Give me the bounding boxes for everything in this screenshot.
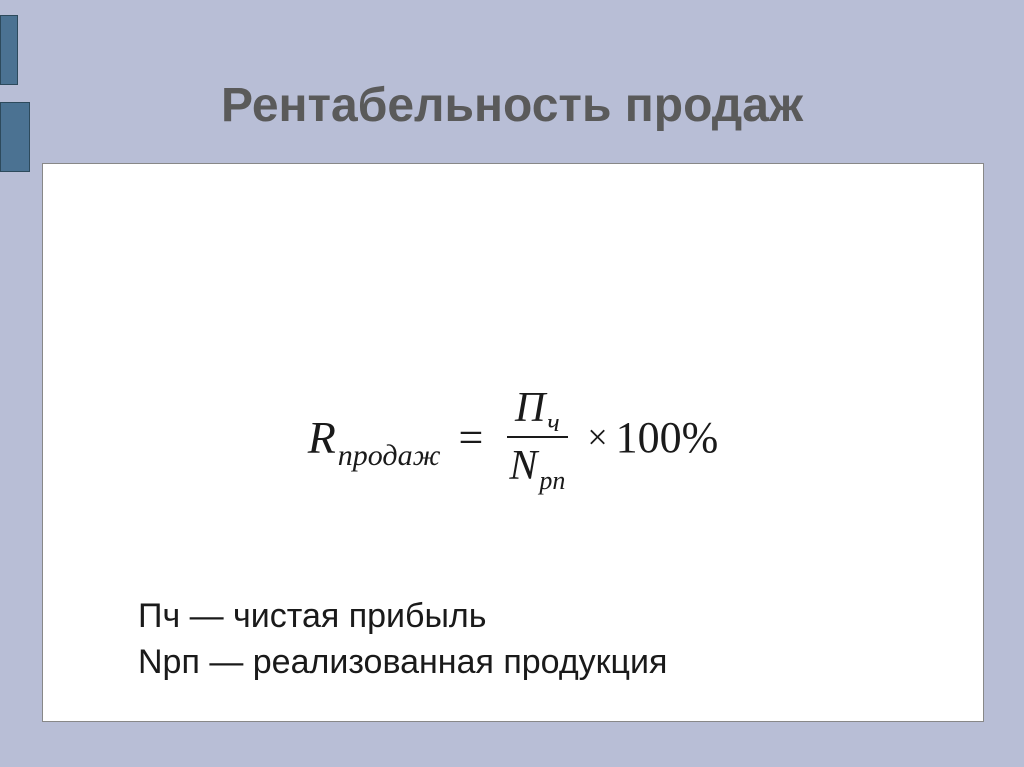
slide-title: Рентабельность продаж: [0, 78, 1024, 133]
formula-equals: =: [458, 412, 483, 463]
formula-numerator-symbol: П: [515, 384, 545, 432]
legend-line-1: Пч — чистая прибыль: [138, 594, 667, 640]
legend-line-2: Nрп — реализованная продукция: [138, 640, 667, 686]
formula-lhs: R продаж: [308, 411, 441, 464]
formula-denominator: N рп: [501, 438, 573, 490]
formula-lhs-symbol: R: [308, 411, 336, 464]
formula-fraction: П ч N рп: [501, 384, 573, 490]
formula: R продаж = П ч N рп × 100%: [43, 384, 983, 490]
formula-denominator-subscript: рп: [539, 466, 565, 496]
accent-bar-top: [0, 15, 18, 85]
formula-numerator: П ч: [507, 384, 568, 438]
formula-times: ×: [587, 416, 607, 458]
formula-lhs-subscript: продаж: [338, 439, 441, 473]
formula-numerator-subscript: ч: [547, 408, 559, 438]
content-panel: R продаж = П ч N рп × 100% Пч — чистая п…: [42, 163, 984, 722]
formula-legend: Пч — чистая прибыль Nрп — реализованная …: [138, 594, 667, 686]
formula-constant: 100%: [616, 412, 719, 463]
formula-denominator-symbol: N: [509, 442, 537, 490]
